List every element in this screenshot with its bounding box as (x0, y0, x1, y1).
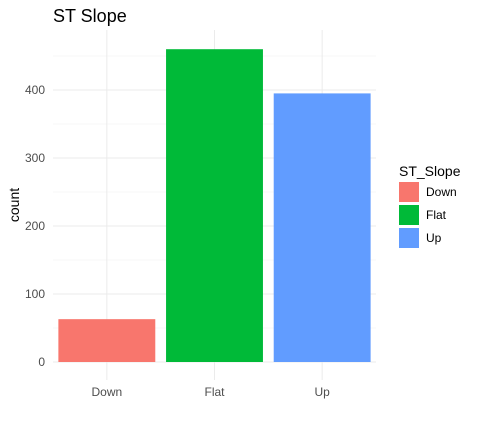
y-ticks: 0 100 200 300 400 (25, 83, 45, 369)
y-tick-label: 0 (38, 355, 45, 369)
x-tick-label: Flat (204, 385, 225, 399)
legend-key-up (399, 228, 419, 248)
bar-down (58, 319, 156, 362)
legend-key-flat (399, 205, 419, 225)
legend-label-up: Up (426, 231, 442, 245)
y-tick-label: 100 (25, 287, 45, 301)
x-tick-label: Up (314, 385, 330, 399)
bar-up (273, 93, 371, 363)
bar-flat (166, 49, 263, 362)
legend-label-flat: Flat (426, 208, 447, 222)
y-tick-label: 300 (25, 151, 45, 165)
legend-key-down (399, 182, 419, 202)
y-axis-title: count (6, 188, 22, 222)
bars (58, 49, 371, 363)
legend-label-down: Down (426, 185, 457, 199)
x-tick-label: Down (91, 385, 122, 399)
legend-title: ST_Slope (399, 163, 461, 179)
x-ticks: Down Flat Up (91, 385, 330, 399)
chart-title: ST Slope (53, 6, 127, 26)
y-tick-label: 200 (25, 219, 45, 233)
legend: ST_Slope Down Flat Up (399, 163, 461, 248)
y-tick-label: 400 (25, 83, 45, 97)
